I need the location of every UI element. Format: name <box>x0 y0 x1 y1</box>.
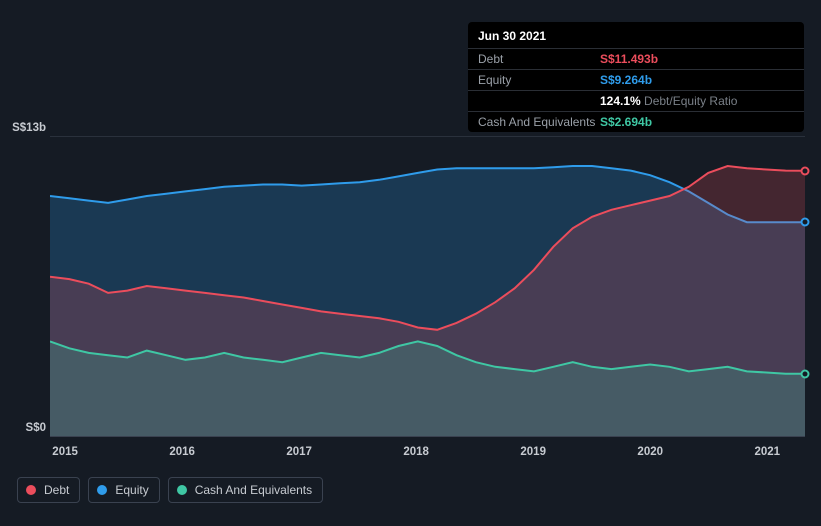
tooltip-value-cash: S$2.694b <box>600 115 652 129</box>
chart-svg <box>50 136 805 436</box>
tooltip-value-equity: S$9.264b <box>600 73 652 87</box>
x-axis-label: 2020 <box>637 446 663 458</box>
tooltip-label <box>478 94 600 108</box>
chart-legend: Debt Equity Cash And Equivalents <box>17 477 323 503</box>
series-end-dot <box>801 218 810 227</box>
tooltip-label: Debt <box>478 52 600 66</box>
y-axis-max-label: S$13b <box>12 122 46 134</box>
axis-baseline <box>50 436 805 437</box>
tooltip-label: Equity <box>478 73 600 87</box>
x-axis-labels: 2015 2016 2017 2018 2019 2020 2021 <box>50 446 805 464</box>
tooltip-row-equity: Equity S$9.264b <box>468 69 804 90</box>
tooltip-row-ratio: 124.1% Debt/Equity Ratio <box>468 90 804 111</box>
x-axis-label: 2018 <box>403 446 429 458</box>
tooltip-date: Jun 30 2021 <box>468 22 804 48</box>
legend-item-debt[interactable]: Debt <box>17 477 80 503</box>
tooltip-value-debt: S$11.493b <box>600 52 658 66</box>
legend-item-equity[interactable]: Equity <box>88 477 159 503</box>
legend-label: Cash And Equivalents <box>195 483 312 497</box>
x-axis-label: 2021 <box>754 446 780 458</box>
series-end-dot <box>801 369 810 378</box>
legend-item-cash[interactable]: Cash And Equivalents <box>168 477 323 503</box>
legend-swatch <box>177 485 187 495</box>
legend-swatch <box>26 485 36 495</box>
tooltip-row-cash: Cash And Equivalents S$2.694b <box>468 111 804 132</box>
series-end-dot <box>801 166 810 175</box>
x-axis-label: 2016 <box>169 446 195 458</box>
legend-label: Equity <box>115 483 148 497</box>
chart-tooltip: Jun 30 2021 Debt S$11.493b Equity S$9.26… <box>468 22 804 132</box>
tooltip-label: Cash And Equivalents <box>478 115 600 129</box>
x-axis-label: 2019 <box>520 446 546 458</box>
legend-swatch <box>97 485 107 495</box>
legend-label: Debt <box>44 483 69 497</box>
x-axis-label: 2017 <box>286 446 312 458</box>
chart-plot-area[interactable] <box>50 136 805 436</box>
y-axis-min-label: S$0 <box>26 422 46 434</box>
tooltip-row-debt: Debt S$11.493b <box>468 48 804 69</box>
tooltip-value-ratio: 124.1% Debt/Equity Ratio <box>600 94 737 108</box>
x-axis-label: 2015 <box>52 446 78 458</box>
